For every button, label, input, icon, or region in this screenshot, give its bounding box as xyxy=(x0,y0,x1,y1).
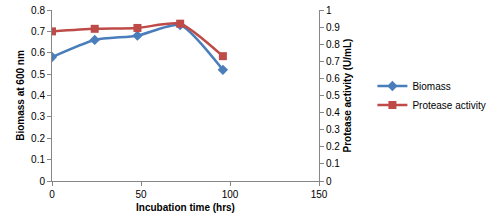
svg-text:0.8: 0.8 xyxy=(31,5,45,16)
svg-text:0.8: 0.8 xyxy=(326,39,340,50)
svg-text:0.2: 0.2 xyxy=(31,133,45,144)
svg-text:Biomass: Biomass xyxy=(412,81,450,92)
svg-text:0.9: 0.9 xyxy=(326,22,340,33)
svg-text:150: 150 xyxy=(311,189,328,200)
svg-text:0.3: 0.3 xyxy=(31,111,45,122)
svg-text:Protease activity: Protease activity xyxy=(412,100,485,111)
svg-text:0.3: 0.3 xyxy=(326,124,340,135)
svg-text:0.7: 0.7 xyxy=(31,26,45,37)
svg-text:0.6: 0.6 xyxy=(31,47,45,58)
svg-text:0: 0 xyxy=(49,189,55,200)
svg-text:0.4: 0.4 xyxy=(326,107,340,118)
svg-text:0: 0 xyxy=(326,176,332,187)
svg-text:0.7: 0.7 xyxy=(326,56,340,67)
svg-text:Protease activity (U/mL): Protease activity (U/mL) xyxy=(342,39,353,153)
svg-text:0.4: 0.4 xyxy=(31,90,45,101)
svg-text:0.1: 0.1 xyxy=(326,158,340,169)
svg-text:Biomass at 600 nm: Biomass at 600 nm xyxy=(15,50,26,141)
svg-text:0.6: 0.6 xyxy=(326,73,340,84)
svg-text:Incubation time (hrs): Incubation time (hrs) xyxy=(136,202,235,213)
svg-text:0.2: 0.2 xyxy=(326,141,340,152)
svg-text:0.5: 0.5 xyxy=(326,90,340,101)
svg-text:0.5: 0.5 xyxy=(31,69,45,80)
svg-text:100: 100 xyxy=(222,189,239,200)
svg-text:0: 0 xyxy=(39,176,45,187)
svg-text:0.1: 0.1 xyxy=(31,154,45,165)
svg-text:1: 1 xyxy=(326,5,332,16)
svg-text:50: 50 xyxy=(135,189,147,200)
